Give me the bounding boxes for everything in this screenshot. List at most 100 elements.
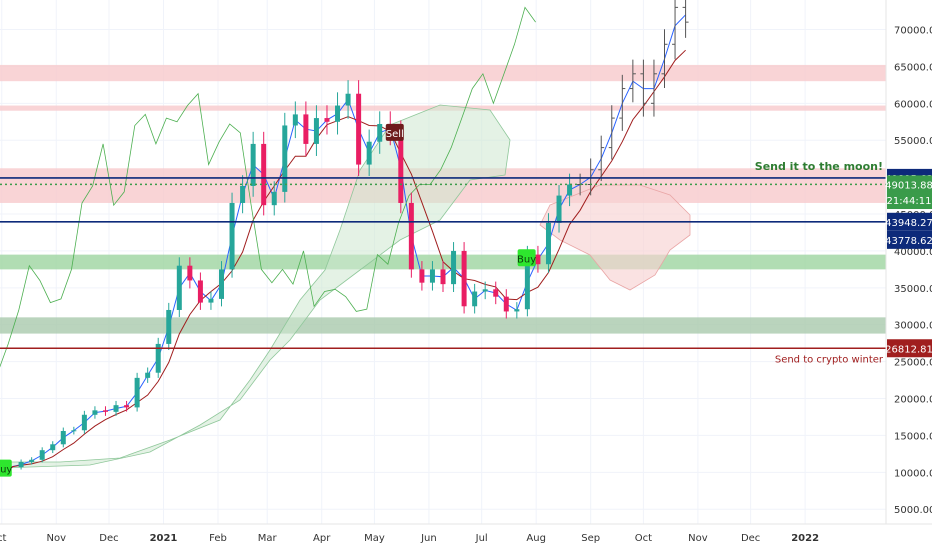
y-tick-label: 70000.00	[894, 26, 932, 37]
annotation-text: Send it to the moon!	[755, 160, 883, 173]
signals: Buy Buy Sell	[0, 123, 536, 477]
candle-body	[102, 410, 108, 412]
candle-body	[50, 444, 56, 451]
candle-body	[503, 296, 509, 312]
price-axis[interactable]: 5000.00 10000.00 15000.00 20000.00 25000.00 3…	[885, 0, 932, 524]
candle-body	[514, 309, 520, 312]
candle-body	[345, 93, 351, 106]
y-tick-label: 25000.00	[894, 358, 932, 369]
candle-body	[419, 269, 425, 283]
candle-body	[472, 291, 478, 307]
ichimoku-cloud	[0, 104, 691, 469]
signal-marker	[517, 249, 536, 267]
candle-body	[124, 405, 130, 408]
price-zone	[0, 317, 886, 334]
candle-body	[39, 450, 45, 460]
candle-body	[81, 414, 87, 431]
x-tick-label: Sep	[581, 533, 600, 544]
candle-body	[71, 430, 77, 432]
candle-body	[429, 269, 435, 283]
candle-body	[556, 195, 562, 223]
candle-body	[92, 410, 98, 415]
candle-body	[324, 118, 330, 122]
candle-body	[545, 222, 551, 265]
x-tick-label: Apr	[313, 533, 331, 544]
x-tick-label: May	[364, 533, 385, 544]
candle-body	[229, 202, 235, 270]
y-tick-label: 40000.00	[894, 247, 932, 258]
candle-body	[240, 185, 246, 203]
price-label-text: 49013.88	[885, 180, 932, 191]
y-tick-label: 20000.00	[894, 395, 932, 406]
candle-body	[303, 114, 309, 144]
price-label-box	[887, 339, 932, 358]
y-tick-label: 5000.00	[894, 505, 932, 516]
candle-body	[134, 377, 140, 408]
x-tick-label: Nov	[688, 533, 708, 544]
x-tick-label: Oct	[635, 533, 652, 544]
x-tick-label: Aug	[526, 533, 546, 544]
price-levels	[0, 177, 886, 350]
price-label-text: 43948.27	[885, 218, 932, 229]
candle-body	[29, 459, 35, 463]
price-zone	[0, 64, 886, 82]
y-tick-label: 10000.00	[894, 468, 932, 479]
price-label-box	[887, 230, 932, 249]
candle-body	[155, 343, 161, 373]
signal-marker	[0, 459, 12, 477]
signal-text: Buy	[0, 465, 12, 476]
price-label-box	[887, 191, 932, 210]
annotations: Send it to the moon! Send to crypto winte…	[755, 160, 884, 365]
price-axis-background	[886, 0, 932, 524]
candle-body	[271, 191, 277, 206]
candle-body	[440, 269, 446, 285]
candle-body	[145, 372, 151, 378]
signal-text: Sell	[386, 129, 404, 140]
candle-body	[461, 250, 467, 307]
candle-body	[482, 289, 488, 292]
candle-body	[197, 280, 203, 303]
y-tick-label: 65000.00	[894, 62, 932, 73]
price-label-text: 26812.81	[885, 344, 932, 355]
y-tick-label: 55000.00	[894, 136, 932, 147]
candle-body	[219, 269, 224, 299]
y-tick-label: 35000.00	[894, 284, 932, 295]
x-tick-label: Dec	[99, 533, 118, 544]
x-tick-label: 2021	[150, 533, 178, 544]
candle-body	[451, 250, 457, 285]
candles	[8, 0, 689, 470]
candle-body	[356, 93, 362, 165]
y-tick-label: 30000.00	[894, 321, 932, 332]
price-label-text: 21:44:11	[887, 196, 932, 207]
candle-body	[398, 132, 404, 203]
candle-body	[313, 118, 319, 144]
x-tick-label: 2022	[791, 533, 819, 544]
candle-body	[377, 123, 383, 142]
signal-marker	[385, 123, 404, 141]
candle-body	[493, 289, 499, 297]
price-label-text: 43778.62	[885, 236, 932, 247]
candle-body	[366, 141, 372, 165]
candle-body	[535, 254, 541, 265]
signal-text: Buy	[517, 254, 536, 265]
candle-body	[113, 405, 119, 412]
candle-body	[261, 143, 267, 206]
candle-body	[567, 184, 573, 196]
candle-body	[250, 143, 256, 186]
candle-body	[292, 114, 298, 126]
candle-body	[166, 309, 172, 344]
time-axis[interactable]: ct Nov Dec 2021 Feb Mar Apr May Jun Jul Aug Sep Oct N…	[0, 523, 932, 550]
cloud-green-area	[0, 104, 511, 469]
x-tick-label: Feb	[209, 533, 227, 544]
time-axis-background	[0, 524, 932, 550]
candle-body	[524, 254, 530, 310]
y-tick-label: 60000.00	[894, 99, 932, 110]
annotation-text: Send to crypto winter	[775, 354, 884, 365]
x-tick-label: Nov	[46, 533, 66, 544]
candle-body	[60, 431, 66, 445]
y-tick-label: 15000.00	[894, 431, 932, 442]
candle-body	[408, 202, 414, 270]
x-tick-label: Dec	[741, 533, 760, 544]
